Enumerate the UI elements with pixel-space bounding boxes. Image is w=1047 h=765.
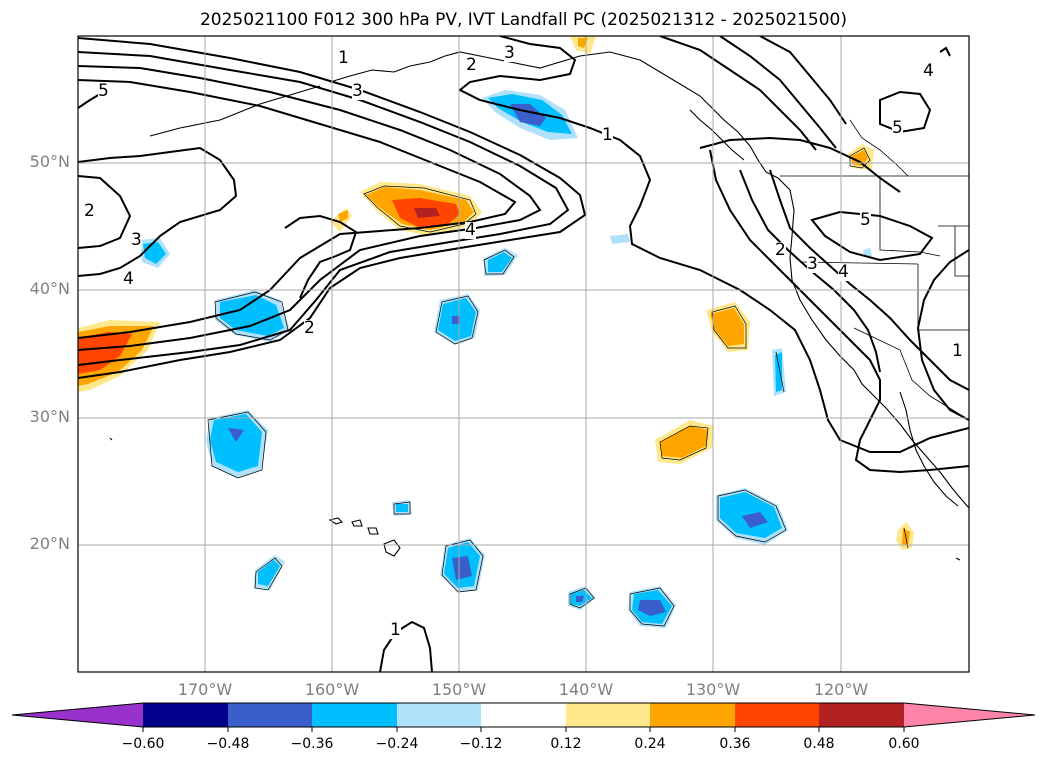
contour-label: 1 bbox=[952, 341, 963, 361]
lon-label-150w: 150°W bbox=[431, 680, 487, 699]
colorbar-tick: 0.12 bbox=[550, 736, 582, 752]
negative-blob-sw bbox=[206, 410, 268, 478]
negative-blob-coast bbox=[772, 348, 786, 396]
contour-label: 5 bbox=[892, 118, 903, 138]
contour-label: 5 bbox=[860, 210, 871, 230]
colorbar-segment bbox=[819, 703, 904, 727]
contour-label: 3 bbox=[807, 254, 818, 274]
contour-label: 2 bbox=[775, 240, 786, 260]
colorbar-segment bbox=[312, 703, 397, 727]
positive-blob-small-nw bbox=[330, 208, 352, 232]
negative-blob-hawaii-south bbox=[440, 538, 485, 592]
colorbar-segment bbox=[228, 703, 312, 727]
lon-label-160w: 160°W bbox=[304, 680, 360, 699]
contour-label: 4 bbox=[923, 61, 934, 81]
lon-label-170w: 170°W bbox=[177, 680, 233, 699]
contour-label: 2 bbox=[304, 318, 315, 338]
colorbar-segment bbox=[735, 703, 819, 727]
colorbar-extend-low bbox=[12, 703, 143, 727]
colorbar-tick: 0.48 bbox=[803, 736, 835, 752]
contour-label: 5 bbox=[98, 81, 109, 101]
colorbar-segment bbox=[566, 703, 650, 727]
positive-blob-top bbox=[570, 36, 596, 54]
colorbar-tick: −0.24 bbox=[375, 736, 419, 752]
contour-label: 4 bbox=[465, 220, 476, 240]
pc-outlines bbox=[207, 147, 909, 627]
colorbar-tick: 0.60 bbox=[888, 736, 920, 752]
lon-label-140w: 140°W bbox=[558, 680, 614, 699]
lat-label-20n: 20°N bbox=[29, 534, 70, 553]
colorbar-segment bbox=[143, 703, 228, 727]
coastlines bbox=[109, 51, 969, 561]
negative-blob-small-sw bbox=[254, 555, 285, 590]
positive-blob-south bbox=[655, 420, 714, 464]
negative-blob-south-east bbox=[628, 586, 676, 628]
contour-label: 4 bbox=[838, 262, 849, 282]
contour-label: 1 bbox=[602, 125, 613, 145]
contour-label: 3 bbox=[504, 43, 515, 63]
colorbar-segment bbox=[397, 703, 481, 727]
lon-label-120w: 120°W bbox=[813, 680, 869, 699]
lon-label-130w: 130°W bbox=[685, 680, 741, 699]
positive-blob-east bbox=[706, 302, 750, 352]
negative-blob-hawaii-north bbox=[392, 500, 412, 516]
map-title: 2025021100 F012 300 hPa PV, IVT Landfall… bbox=[199, 10, 847, 30]
colorbar bbox=[11, 702, 1036, 732]
colorbar-tick: −0.12 bbox=[459, 736, 503, 752]
negative-blob-east bbox=[716, 488, 788, 545]
negative-blob-gulf-alaska bbox=[482, 90, 578, 140]
colorbar-tick: 0.36 bbox=[719, 736, 751, 752]
colorbar-tick: 0.24 bbox=[634, 736, 666, 752]
contour-label: 1 bbox=[390, 620, 401, 640]
contour-label: 4 bbox=[123, 269, 134, 289]
colorbar-tick: −0.36 bbox=[290, 736, 334, 752]
colorbar-segment bbox=[481, 703, 566, 727]
negative-blob-central bbox=[215, 290, 290, 342]
pc-shading bbox=[78, 36, 914, 628]
lat-label-40n: 40°N bbox=[29, 279, 70, 298]
gridlines bbox=[78, 36, 969, 672]
negative-blob-mid bbox=[434, 294, 480, 345]
contour-label: 1 bbox=[338, 48, 349, 68]
pv-contours bbox=[78, 36, 969, 672]
colorbar-segment bbox=[650, 703, 735, 727]
negative-blob-ne bbox=[484, 248, 518, 276]
positive-blob-mexico bbox=[896, 522, 914, 550]
contour-label: 3 bbox=[352, 81, 363, 101]
map-frame bbox=[77, 35, 970, 673]
colorbar-tick: −0.48 bbox=[206, 736, 250, 752]
colorbar-tick: −0.60 bbox=[121, 736, 165, 752]
colorbar-extend-high bbox=[904, 703, 1035, 727]
lat-label-30n: 30°N bbox=[29, 407, 70, 426]
contour-label: 3 bbox=[131, 230, 142, 250]
lat-label-50n: 50°N bbox=[29, 152, 70, 171]
negative-blob-west bbox=[140, 238, 170, 268]
negative-blob-tiny bbox=[610, 234, 872, 257]
contour-label: 2 bbox=[466, 55, 477, 75]
contour-label: 2 bbox=[84, 201, 95, 221]
